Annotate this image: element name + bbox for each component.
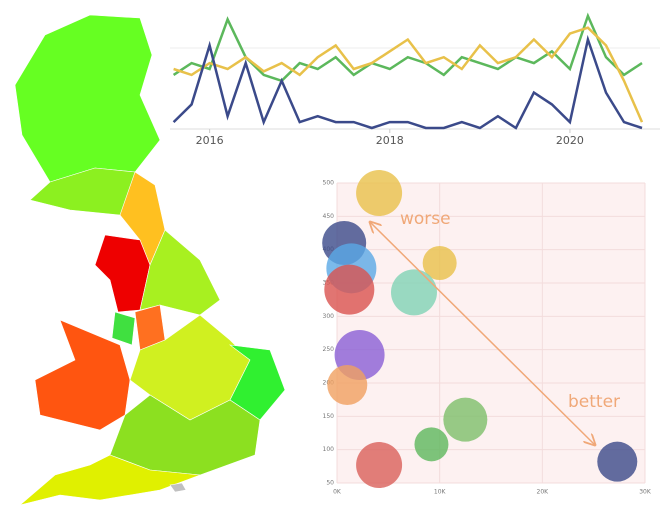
y-tick-label: 100 bbox=[323, 446, 335, 453]
x-tick-label: 2018 bbox=[376, 134, 404, 147]
region bbox=[169, 482, 187, 493]
y-tick-label: 150 bbox=[323, 413, 335, 420]
map bbox=[14, 14, 286, 506]
plot-background bbox=[337, 183, 645, 483]
bubble bbox=[327, 365, 368, 405]
region bbox=[111, 311, 136, 346]
line-series bbox=[172, 34, 643, 130]
y-tick-label: 50 bbox=[326, 480, 334, 487]
bubble bbox=[414, 427, 449, 462]
y-tick-label: 500 bbox=[323, 180, 335, 187]
region bbox=[94, 234, 151, 313]
annotation: better bbox=[568, 392, 620, 412]
region bbox=[14, 14, 161, 183]
region bbox=[34, 319, 131, 431]
x-tick-label: 0K bbox=[333, 489, 342, 496]
bubble bbox=[597, 441, 638, 482]
bubble bbox=[356, 442, 403, 488]
annotation: worse bbox=[400, 209, 451, 229]
y-tick-label: 450 bbox=[323, 213, 335, 220]
x-tick-label: 2016 bbox=[196, 134, 224, 147]
region bbox=[19, 454, 201, 506]
bubble-chart: 501001502002503003504004505000K10K20K30K… bbox=[322, 170, 652, 496]
bubble bbox=[443, 397, 488, 442]
bubble bbox=[391, 269, 437, 316]
x-tick-label: 2020 bbox=[556, 134, 584, 147]
line-chart: 2016 2018 2020 bbox=[170, 0, 660, 150]
x-tick-label: 30K bbox=[639, 489, 652, 496]
y-tick-label: 300 bbox=[323, 313, 335, 320]
bubble bbox=[324, 264, 375, 315]
line-series bbox=[173, 26, 644, 123]
y-tick-label: 250 bbox=[323, 346, 335, 353]
x-tick-label: 10K bbox=[434, 489, 447, 496]
arrow bbox=[370, 222, 595, 445]
bubble bbox=[356, 170, 403, 216]
region bbox=[139, 229, 221, 316]
x-tick-label: 20K bbox=[537, 489, 550, 496]
